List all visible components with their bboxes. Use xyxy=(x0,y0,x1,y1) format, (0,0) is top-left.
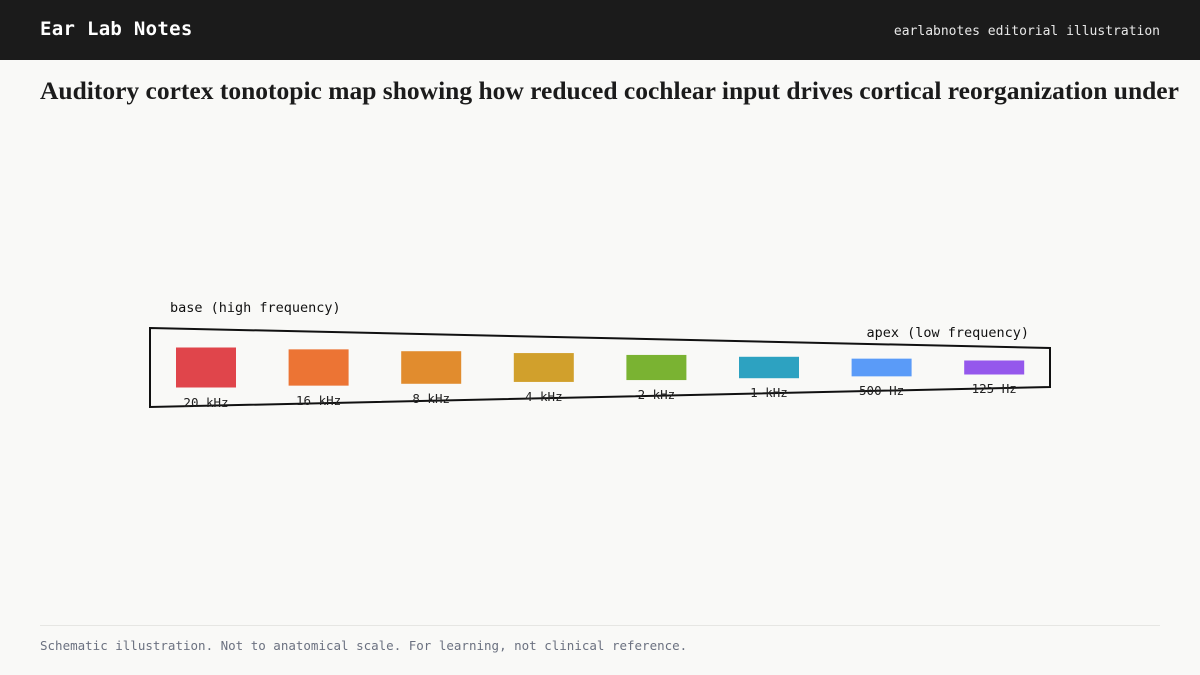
top-bar: Ear Lab Notes earlabnotes editorial illu… xyxy=(0,0,1200,60)
band-label: 20 kHz xyxy=(183,395,228,410)
band-500-hz xyxy=(851,358,912,377)
band-label: 16 kHz xyxy=(296,393,341,408)
cochlea-outline xyxy=(149,326,1051,409)
band-1-khz xyxy=(739,356,799,379)
band-label: 125 Hz xyxy=(972,381,1017,396)
band-label: 500 Hz xyxy=(859,383,904,398)
base-label: base (high frequency) xyxy=(170,300,341,316)
page-title: Auditory cortex tonotopic map showing ho… xyxy=(40,76,1179,105)
footer-note: Schematic illustration. Not to anatomica… xyxy=(40,638,688,653)
band-125-hz xyxy=(964,360,1025,375)
band-20-khz xyxy=(176,347,236,388)
band-label: 4 kHz xyxy=(525,389,563,404)
frequency-bands: 20 kHz 16 kHz 8 kHz 4 kHz 2 kHz 1 kHz 500 Hz 12… xyxy=(176,347,1025,410)
band-label: 8 kHz xyxy=(412,391,450,406)
band-4-khz xyxy=(513,353,574,382)
band-8-khz xyxy=(401,351,462,384)
site-brand[interactable]: Ear Lab Notes xyxy=(40,18,193,40)
band-2-khz xyxy=(626,354,687,381)
band-label: 1 kHz xyxy=(750,385,788,400)
site-tagline: earlabnotes editorial illustration xyxy=(893,24,1160,39)
footer-divider xyxy=(40,625,1160,626)
apex-label: apex (low frequency) xyxy=(866,325,1029,341)
band-16-khz xyxy=(288,349,349,386)
band-label: 2 kHz xyxy=(638,387,676,402)
